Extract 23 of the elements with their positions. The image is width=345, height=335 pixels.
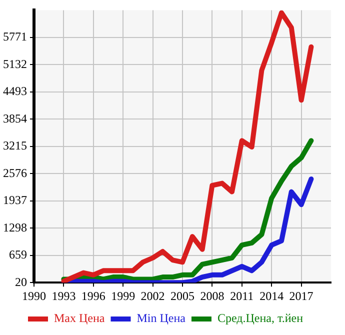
x-tick-label: 2008	[200, 288, 224, 303]
x-tick-label: 2011	[230, 288, 254, 303]
x-tick-label: 1990	[22, 288, 46, 303]
legend-label: Max Цена	[54, 311, 106, 326]
x-tick-label: 2014	[260, 288, 284, 303]
x-tick-label: 2005	[170, 288, 194, 303]
y-tick-label: 20	[15, 274, 27, 289]
legend-label: Сред.Цена, т.йен	[217, 311, 304, 326]
y-tick-label: 3215	[3, 138, 27, 153]
x-tick-label: 2017	[289, 288, 314, 303]
y-tick-label: 4493	[3, 84, 27, 98]
y-tick-label: 5771	[3, 30, 27, 44]
y-tick-label: 659	[9, 248, 27, 262]
y-tick-label: 5132	[3, 56, 27, 71]
y-tick-label: 1937	[3, 193, 27, 208]
y-tick-label: 1298	[3, 220, 27, 234]
y-tick-label: 2576	[3, 166, 27, 180]
x-tick-label: 1996	[81, 288, 106, 303]
x-tick-label: 1993	[52, 288, 76, 303]
x-tick-label: 1999	[111, 288, 136, 303]
x-tick-label: 2002	[140, 288, 165, 303]
y-tick-label: 3854	[3, 111, 27, 126]
legend-label: Min Цена	[136, 311, 186, 326]
